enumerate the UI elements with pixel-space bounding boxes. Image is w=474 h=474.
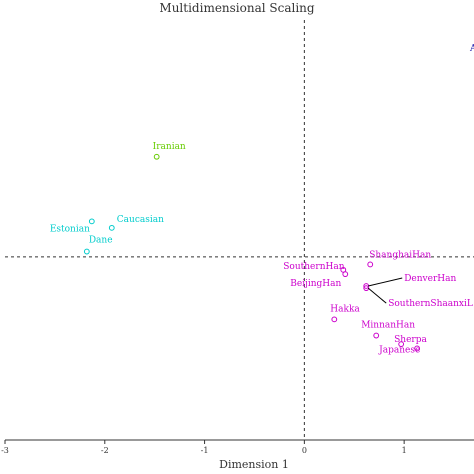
x-tick-label: 1	[402, 446, 407, 455]
x-tick-label: 0	[302, 446, 307, 455]
point-label-sherpa: Sherpa	[394, 335, 427, 345]
chart-title: Multidimensional Scaling	[159, 1, 314, 15]
point-minnanhan	[373, 332, 380, 339]
x-axis-label: Dimension 1	[219, 458, 289, 471]
point-estonian	[88, 218, 95, 225]
point-label-shanghaihan: ShanghaiHan	[369, 250, 431, 260]
point-japanese	[414, 345, 421, 352]
point-beijinghan	[342, 271, 349, 278]
plot-area: -3 -2 -1 0 1 AfricanAmer Iranian Caucasian Eston…	[1, 20, 474, 455]
point-iranian	[153, 153, 160, 160]
point-label-dane: Dane	[89, 236, 113, 246]
leader-line-southernshaanxil	[367, 287, 387, 304]
x-tick-label: -2	[101, 446, 109, 455]
point-hakka	[331, 316, 338, 323]
point-label-estonian: Estonian	[50, 224, 90, 234]
point-shanghaihan	[367, 261, 374, 268]
point-sherpa	[398, 341, 405, 348]
point-label-beijinghan: BeijingHan	[290, 279, 341, 289]
point-label-southernshaanxil: SouthernShaanxiL	[388, 299, 473, 309]
point-label-japanese: Japanese	[378, 345, 420, 355]
point-label-denverhan: DenverHan	[404, 274, 456, 284]
point-label-africanamer: AfricanAmer	[469, 44, 474, 54]
leader-line-denverhan	[368, 277, 403, 287]
point-label-iranian: Iranian	[153, 142, 186, 152]
x-tick-label: -3	[1, 446, 9, 455]
point-dane	[83, 248, 90, 255]
point-label-caucasian: Caucasian	[117, 215, 164, 225]
x-tick-label: -1	[201, 446, 209, 455]
point-label-hakka: Hakka	[330, 304, 360, 314]
point-label-minnanhan: MinnanHan	[361, 321, 415, 331]
point-label-southernhan: SouthernHan	[283, 262, 344, 272]
point-caucasian	[108, 224, 115, 231]
